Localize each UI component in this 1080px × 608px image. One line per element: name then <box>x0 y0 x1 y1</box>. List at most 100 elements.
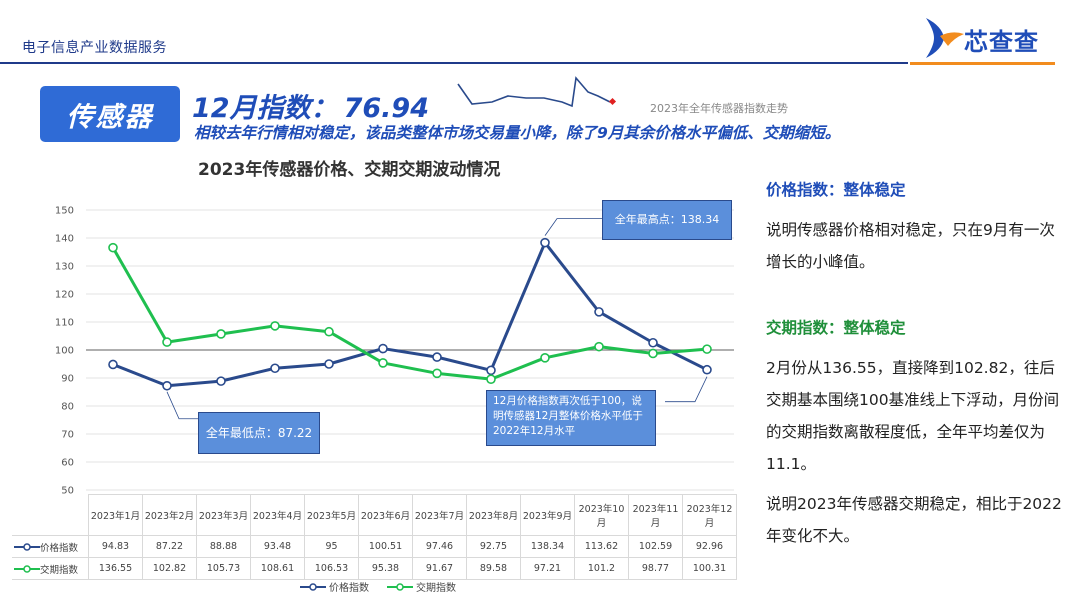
lead-legend-icon <box>14 564 40 573</box>
y-tick-label: 110 <box>55 318 74 329</box>
summary-text: 相较去年行情相对稳定，该品类整体市场交易量小降，除了9月其余价格水平偏低、交期缩… <box>194 124 841 142</box>
min-annotation-leader <box>166 391 199 420</box>
y-tick-label: 140 <box>55 234 74 245</box>
lead-point <box>702 344 712 354</box>
price-point <box>540 237 550 248</box>
sparkline-line <box>457 76 611 108</box>
price-table-cell: 94.83 <box>88 535 143 558</box>
y-tick-label: 150 <box>55 206 74 217</box>
lead-table-cell: 98.77 <box>628 557 683 580</box>
price-point <box>432 352 442 362</box>
price-table-cell: 95 <box>304 535 359 558</box>
lead-table-cell: 108.61 <box>250 557 305 580</box>
y-tick-label: 80 <box>61 402 74 413</box>
price-point <box>594 307 604 317</box>
price-table-cell: 88.88 <box>196 535 251 558</box>
legend-lead-label: 交期指数 <box>416 583 456 594</box>
category-title: 传感器 <box>40 86 180 142</box>
table-corner <box>12 495 89 536</box>
table-label-lead-text: 交期指数 <box>40 564 79 576</box>
y-tick-label: 50 <box>61 486 74 497</box>
price-point <box>108 359 118 370</box>
lead-point <box>324 326 334 337</box>
price-table-cell: 92.75 <box>466 535 521 558</box>
sparkline <box>457 76 617 108</box>
table-row-lead: 交期指数 136.55 102.82 105.73 108.61 106.53 95.38… <box>12 557 737 580</box>
lead-text: 2月份从136.55，直接降到102.82，往后交期基本围绕100基准线上下浮动… <box>766 359 1060 473</box>
table-month-header: 2023年6月 <box>358 494 413 536</box>
price-table-cell: 102.59 <box>628 535 683 558</box>
price-heading: 价格指数：整体稳定 <box>766 181 906 199</box>
lead-point <box>216 329 226 339</box>
price-point <box>648 337 658 348</box>
logo-text: 芯查查 <box>964 28 1039 56</box>
table-month-header: 2023年7月 <box>412 494 467 536</box>
lead-point <box>108 242 118 253</box>
data-table: 2023年1月 2023年2月 2023年3月 2023年4月 2023年5月 2023年… <box>12 494 737 580</box>
lead-point <box>378 358 388 368</box>
price-text: 说明传感器价格相对稳定，只在9月有一次增长的小峰值。 <box>766 221 1055 271</box>
price-table-cell: 87.22 <box>142 535 197 558</box>
lead-point <box>540 353 550 363</box>
dec-annotation-leader <box>665 376 708 403</box>
sparkline-caption: 2023年全年传感器指数走势 <box>650 102 788 115</box>
price-point <box>324 359 334 369</box>
table-month-header: 2023年12月 <box>682 494 737 536</box>
lead-table-cell: 102.82 <box>142 557 197 580</box>
lead-table-cell: 136.55 <box>88 557 143 580</box>
dec-annotation-box: 12月价格指数再次低于100，说明传感器12月整体价格水平低于2022年12月水… <box>486 390 656 446</box>
legend-price-icon <box>300 582 326 591</box>
price-table-cell: 113.62 <box>574 535 629 558</box>
table-month-header: 2023年9月 <box>520 494 575 536</box>
lead-table-cell: 105.73 <box>196 557 251 580</box>
lead-heading: 交期指数：整体稳定 <box>766 319 906 337</box>
legend-item-price: 价格指数 <box>300 579 369 594</box>
table-month-header: 2023年11月 <box>628 494 683 536</box>
min-annotation-box: 全年最低点：87.22 <box>198 412 320 454</box>
legend-item-lead: 交期指数 <box>387 579 456 594</box>
table-month-header: 2023年10月 <box>574 494 629 536</box>
table-label-lead: 交期指数 <box>12 557 89 580</box>
legend-lead-icon <box>387 582 413 591</box>
price-point <box>378 343 388 354</box>
table-header-row: 2023年1月 2023年2月 2023年3月 2023年4月 2023年5月 2023年… <box>12 494 737 536</box>
header-accent-divider <box>910 62 1055 65</box>
table-month-header: 2023年3月 <box>196 494 251 536</box>
table-row-price: 价格指数 94.83 87.22 88.88 93.48 95 100.51 97.46 92… <box>12 535 737 558</box>
price-table-cell: 138.34 <box>520 535 575 558</box>
y-tick-label: 90 <box>61 374 74 385</box>
price-point <box>486 365 496 376</box>
sparkline-end-marker <box>608 97 617 106</box>
price-point <box>162 380 172 391</box>
price-table-cell: 100.51 <box>358 535 413 558</box>
header-divider <box>0 62 908 64</box>
price-point <box>216 376 226 386</box>
lead-table-cell: 95.38 <box>358 557 413 580</box>
table-month-header: 2023年4月 <box>250 494 305 536</box>
legend-price-label: 价格指数 <box>329 583 369 594</box>
index-value: 76.94 <box>343 93 429 124</box>
price-point <box>702 364 712 375</box>
lead-table-cell: 106.53 <box>304 557 359 580</box>
lead-point <box>162 337 172 347</box>
lead-table-cell: 101.2 <box>574 557 629 580</box>
lead-point <box>270 321 280 331</box>
table-month-header: 2023年8月 <box>466 494 521 536</box>
y-tick-label: 70 <box>61 430 74 441</box>
december-index: 12月指数： 76.94 <box>192 86 429 125</box>
brand-text: 电子信息产业数据服务 <box>22 40 167 56</box>
line-chart: 50 60 70 80 90 100 110 120 130 140 150 <box>55 206 734 497</box>
y-tick-label: 130 <box>55 262 74 273</box>
table-label-price: 价格指数 <box>12 535 89 558</box>
price-legend-icon <box>14 542 40 551</box>
lead-point <box>432 368 442 379</box>
table-month-header: 2023年2月 <box>142 494 197 536</box>
y-tick-label: 100 <box>55 346 74 357</box>
lead-text-2: 说明2023年传感器交期稳定，相比于2022年变化不大。 <box>766 495 1062 545</box>
lead-point <box>594 341 604 352</box>
price-table-cell: 97.46 <box>412 535 467 558</box>
lead-table-cell: 100.31 <box>682 557 737 580</box>
y-tick-label: 60 <box>61 458 74 469</box>
max-annotation-leader <box>544 218 603 236</box>
price-table-cell: 92.96 <box>682 535 737 558</box>
